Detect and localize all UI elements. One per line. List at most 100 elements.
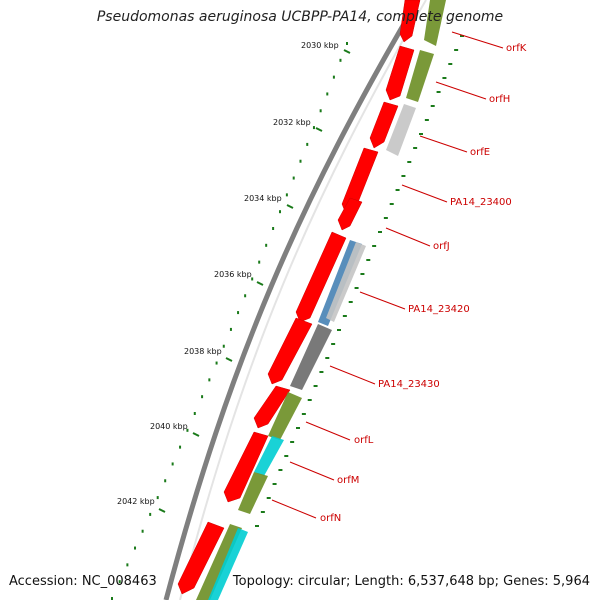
inner-dot: [354, 287, 359, 289]
inner-dot: [460, 35, 464, 37]
inner-dot: [325, 357, 330, 359]
accession-text: Accession: NC_008463: [9, 574, 157, 589]
inner-dot: [348, 301, 353, 303]
scale-tick-label: 2036 kbp: [214, 270, 252, 279]
gene-label-leader: [451, 31, 504, 49]
scale-dot: [346, 42, 348, 45]
forward-strand-genes: [177, 0, 421, 595]
olive-feature-bar: [238, 472, 268, 514]
inner-dot: [401, 175, 406, 177]
gene-label-leader: [305, 421, 351, 441]
scale-tick-label: 2038 kbp: [184, 347, 222, 356]
scale-dot: [193, 412, 196, 415]
gene-label-leader: [359, 291, 406, 310]
gene-label-text: PA14_23400: [450, 197, 512, 208]
scale-dot: [306, 142, 309, 146]
scale-tick-mark: [256, 281, 264, 286]
olive-feature-bar: [424, 0, 446, 46]
scale-dot: [319, 109, 322, 113]
genome-summary-text: Topology: circular; Length: 6,537,648 bp…: [232, 574, 590, 589]
scale-tick-mark: [192, 432, 200, 437]
inner-dot: [313, 385, 318, 387]
inner-dot: [331, 343, 336, 345]
inner-dot: [255, 525, 259, 527]
inner-dot: [383, 217, 388, 219]
inner-dot: [389, 203, 394, 205]
gene-label-leader: [271, 499, 317, 519]
scale-dot: [244, 294, 247, 298]
inner-dot: [290, 441, 295, 443]
inner-dot: [360, 273, 365, 275]
scale-dot: [179, 445, 182, 449]
inner-dot: [319, 371, 324, 373]
inner-dot: [296, 427, 300, 429]
gene-label-leader: [435, 81, 487, 100]
scale-tick-mark: [158, 508, 166, 513]
inner-dot: [272, 483, 277, 485]
gene-label-text: orfH: [489, 94, 510, 105]
gene-label-leader: [401, 184, 448, 203]
forward-gene-arrow: [223, 431, 269, 503]
map-title: Pseudomonas aeruginosa UCBPP-PA14, compl…: [96, 9, 504, 25]
scale-tick-label: 2030 kbp: [301, 41, 339, 50]
inner-dotted-track: [255, 35, 464, 527]
scale-tick-mark: [225, 357, 233, 362]
scale-dot: [265, 243, 268, 247]
scale-dot: [215, 361, 218, 365]
inner-dot: [278, 469, 283, 471]
scale-dot: [186, 428, 189, 432]
scale-dot: [332, 75, 335, 79]
gene-label-leader: [289, 461, 335, 481]
dark-grey-feature-bar: [290, 324, 332, 390]
feature-bars: [196, 0, 446, 600]
scale-dot: [237, 311, 240, 315]
scale-dot: [156, 496, 159, 500]
olive-feature-bar: [406, 50, 434, 102]
scale-dot: [208, 378, 211, 382]
scale-dot: [141, 529, 144, 533]
scale-dot: [111, 597, 113, 600]
scale-dot: [299, 159, 302, 163]
scale-dot: [222, 344, 225, 348]
forward-gene-arrow: [369, 101, 399, 149]
forward-gene-arrow: [385, 45, 415, 101]
forward-gene-arrow: [177, 521, 225, 595]
gene-label-text: PA14_23420: [408, 304, 470, 315]
scale-tick-label: 2032 kbp: [273, 118, 311, 127]
gene-label-text: orfK: [506, 43, 527, 54]
inner-dot: [424, 119, 429, 121]
gene-labels: orfK orfH orfE PA14_23400 orfJ PA14_23420 PA14…: [271, 31, 527, 524]
inner-dot: [454, 49, 459, 51]
scale-tick-label: 2034 kbp: [244, 194, 282, 203]
gene-label-text: orfL: [354, 435, 374, 446]
inner-dot: [419, 133, 423, 135]
scale-tick-mark: [315, 127, 323, 132]
inner-dot: [448, 63, 453, 65]
scale-dot: [229, 327, 232, 331]
olive-feature-bar: [268, 392, 302, 440]
scale-tick-label: 2040 kbp: [150, 422, 188, 431]
scale-dot: [171, 462, 174, 466]
scale-dot: [251, 277, 254, 281]
scale-dot: [126, 563, 129, 567]
genome-backbone: [163, 0, 421, 600]
gene-label-text: orfM: [337, 475, 359, 486]
scale-dot: [258, 260, 261, 264]
inner-dot: [301, 413, 306, 415]
gene-label-leader: [329, 365, 376, 385]
inner-dot: [342, 315, 347, 317]
scale-tick-mark: [286, 204, 294, 209]
gene-label-text: orfE: [470, 147, 490, 158]
scale-dot: [312, 126, 315, 130]
gene-label-text: PA14_23430: [378, 379, 440, 390]
gene-label-leader: [419, 135, 468, 153]
cyan-feature-bar: [208, 528, 248, 600]
inner-dot: [337, 329, 341, 331]
scale-dot: [134, 546, 137, 550]
backbone-inner-edge: [179, 0, 427, 600]
scale-tick-label: 2042 kbp: [117, 497, 155, 506]
forward-gene-arrow: [399, 0, 421, 43]
forward-gene-arrow: [295, 231, 347, 323]
scale-dot: [164, 479, 167, 483]
